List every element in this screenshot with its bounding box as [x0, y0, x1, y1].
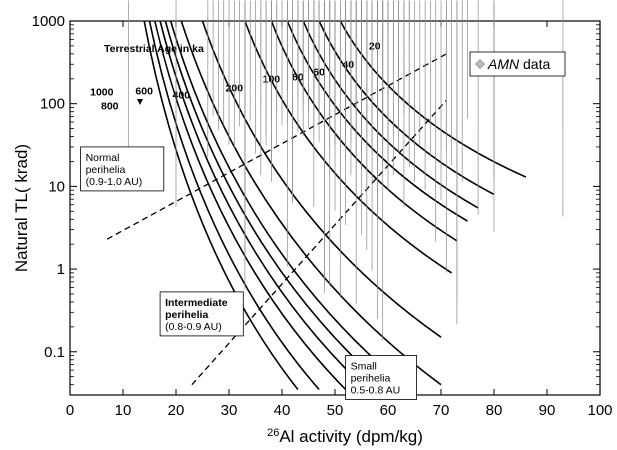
region-label-line: Normal	[86, 152, 120, 164]
age-curve-unlabeled	[159, 20, 368, 391]
amn-data-points	[127, 0, 564, 341]
x-tick-label: 70	[433, 402, 450, 419]
perihelia-boundary	[106, 53, 447, 240]
region-label-line: perihelia	[86, 164, 126, 176]
x-tick-label: 50	[327, 402, 344, 419]
age-curve-label: 600	[135, 85, 153, 97]
age-curve-unlabeled	[148, 20, 320, 391]
perihelia-boundaries	[106, 53, 447, 386]
y-tick-label: 1	[57, 261, 65, 278]
legend-diamond-icon	[475, 59, 485, 69]
region-box	[80, 146, 165, 192]
y-tick-label: 10	[48, 178, 65, 195]
perihelia-boundary	[191, 99, 447, 386]
age-curve	[318, 20, 495, 196]
age-curves	[143, 20, 527, 391]
age-curve	[169, 20, 410, 391]
x-tick-label: 60	[380, 402, 397, 419]
region-box	[159, 291, 244, 337]
age-label-arrow-icon	[136, 98, 143, 105]
legend-diamond	[475, 59, 485, 69]
region-label-line: perihelia	[165, 309, 208, 321]
legend-series-name: AMN	[487, 56, 520, 72]
x-tick-label: 80	[486, 402, 503, 419]
y-tick-label: 0.1	[44, 344, 65, 361]
region-label-line: Small	[351, 361, 377, 373]
region-label-line: (0.8-0.9 AU)	[165, 321, 222, 333]
age-curve-unlabeled	[143, 20, 299, 390]
x-tick-label: 0	[66, 402, 74, 419]
age-curve	[164, 20, 389, 391]
age-curve	[180, 20, 442, 386]
y-axis-title: Natural TL( krad)	[12, 144, 31, 272]
x-tick-label: 90	[539, 402, 556, 419]
age-curve-label: 40	[342, 59, 354, 71]
region-label-line: Intermediate	[165, 297, 228, 309]
age-curve-label: 20	[369, 41, 381, 53]
age-curve-label: 1000	[90, 87, 114, 99]
x-tick-label: 30	[221, 402, 238, 419]
x-tick-label: 10	[115, 402, 132, 419]
region-label-line: perihelia	[351, 373, 391, 385]
y-tick-label: 100	[40, 96, 65, 113]
legend-label: AMN data	[487, 56, 550, 72]
terrestrial-age-title: Terrestrial Age in ka	[104, 43, 204, 55]
x-tick-label: 40	[274, 402, 291, 419]
legend-box	[469, 51, 566, 77]
age-curve	[244, 20, 453, 274]
x-axis-title-superscript: 26	[267, 427, 279, 439]
region-box	[345, 355, 418, 400]
x-axis-title-text: Al activity (dpm/kg)	[279, 427, 423, 446]
region-label-line: (0.9-1.0 AU)	[86, 176, 143, 188]
age-curve-label: 800	[101, 101, 119, 113]
region-label-line: 0.5-0.8 AU	[351, 385, 401, 397]
age-curve	[302, 20, 479, 209]
y-tick-label: 1000	[32, 13, 65, 30]
age-curve-unlabeled	[154, 20, 347, 391]
legend-suffix: data	[519, 56, 550, 72]
age-curve	[201, 20, 442, 338]
age-curve	[270, 20, 458, 242]
x-tick-label: 100	[587, 402, 612, 419]
x-axis-title: 26Al activity (dpm/kg)	[267, 427, 423, 446]
legend: AMN data	[469, 51, 566, 77]
x-tick-label: 20	[168, 402, 185, 419]
age-curve-label: 400	[173, 90, 191, 102]
